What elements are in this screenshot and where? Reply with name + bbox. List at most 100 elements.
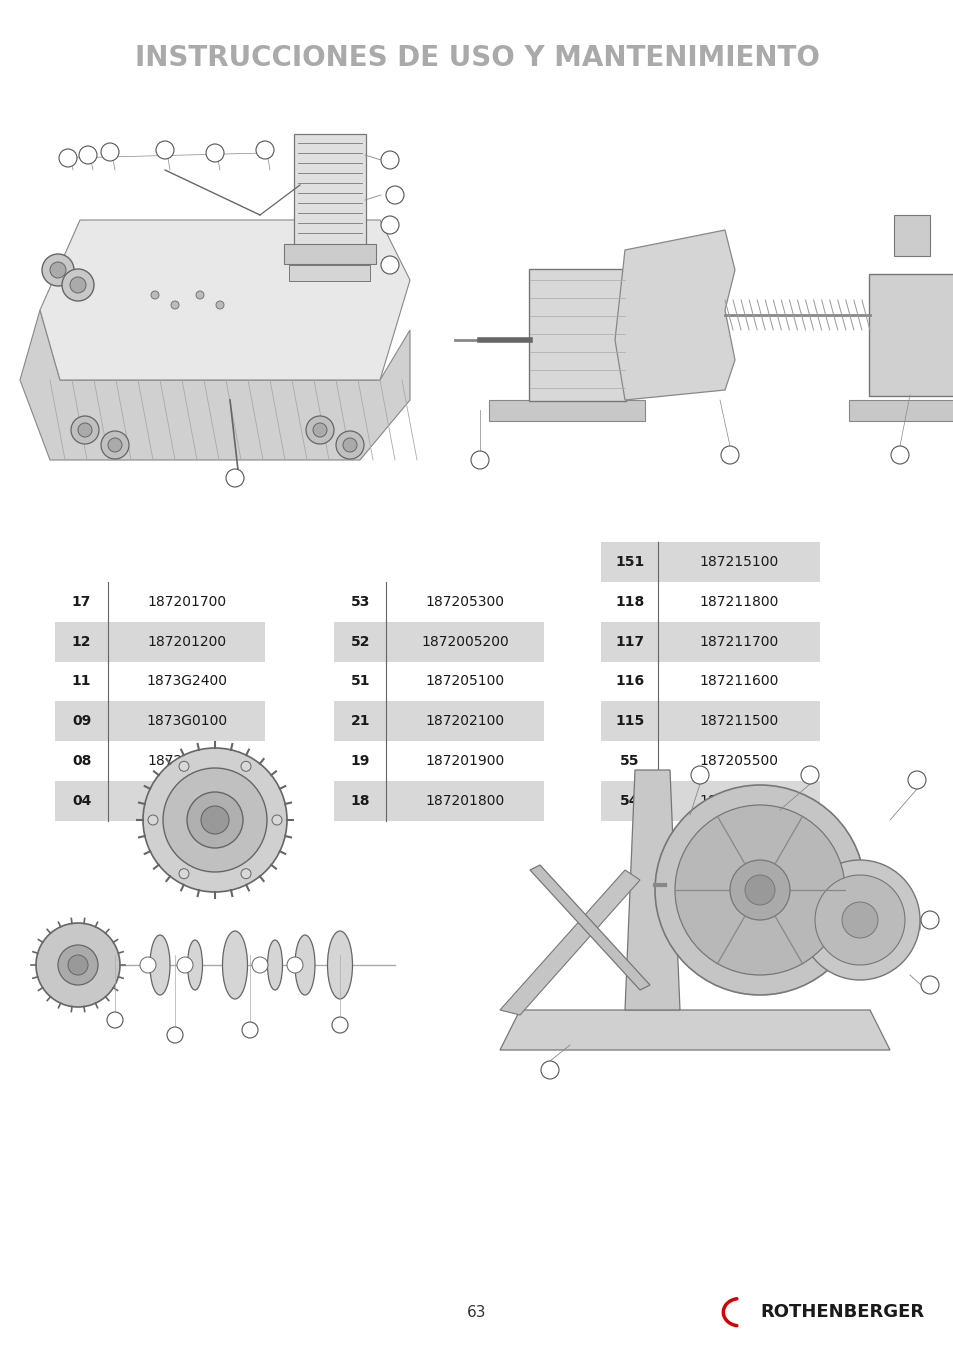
FancyBboxPatch shape — [294, 134, 366, 246]
Circle shape — [675, 805, 844, 975]
Circle shape — [151, 292, 159, 298]
Text: 51: 51 — [350, 675, 370, 688]
Circle shape — [171, 301, 179, 309]
Text: 55: 55 — [619, 755, 639, 768]
Circle shape — [241, 761, 251, 771]
Circle shape — [58, 945, 98, 985]
Text: 1873G0100: 1873G0100 — [146, 714, 227, 728]
Circle shape — [201, 806, 229, 834]
Circle shape — [167, 1027, 183, 1044]
Circle shape — [332, 1017, 348, 1033]
Text: 187211500: 187211500 — [699, 714, 779, 728]
Circle shape — [242, 1022, 257, 1038]
Text: 1872005200: 1872005200 — [421, 634, 508, 648]
Ellipse shape — [267, 940, 282, 990]
Ellipse shape — [188, 940, 202, 990]
Circle shape — [380, 216, 398, 234]
Text: 187202100: 187202100 — [425, 714, 504, 728]
Circle shape — [841, 902, 877, 938]
Circle shape — [59, 148, 77, 167]
Circle shape — [206, 144, 224, 162]
Text: 187201900: 187201900 — [425, 755, 504, 768]
Ellipse shape — [294, 936, 314, 995]
Text: 118: 118 — [615, 595, 643, 609]
Bar — [600, 582, 820, 621]
Bar — [334, 702, 543, 741]
Bar — [334, 621, 543, 662]
Text: 1873G2400: 1873G2400 — [146, 675, 227, 688]
Circle shape — [215, 301, 224, 309]
Circle shape — [226, 468, 244, 487]
Circle shape — [655, 784, 864, 995]
Circle shape — [156, 140, 173, 159]
Circle shape — [71, 416, 99, 444]
Circle shape — [335, 431, 364, 459]
Ellipse shape — [327, 931, 352, 999]
Polygon shape — [499, 1010, 889, 1050]
Circle shape — [36, 923, 120, 1007]
Text: 115: 115 — [615, 714, 643, 728]
Polygon shape — [615, 230, 734, 400]
Circle shape — [306, 416, 334, 444]
Text: 187200800: 187200800 — [147, 755, 226, 768]
Text: 19: 19 — [350, 755, 370, 768]
Circle shape — [386, 186, 403, 204]
Text: 151: 151 — [615, 555, 643, 568]
Circle shape — [143, 748, 287, 892]
Circle shape — [101, 143, 119, 161]
Circle shape — [380, 256, 398, 274]
Bar — [600, 621, 820, 662]
Text: 187211600: 187211600 — [699, 675, 779, 688]
Bar — [55, 662, 265, 702]
Text: 18: 18 — [350, 794, 370, 807]
Circle shape — [907, 771, 925, 788]
Text: 53: 53 — [350, 595, 370, 609]
Circle shape — [179, 761, 189, 771]
Circle shape — [252, 957, 268, 973]
Circle shape — [187, 792, 243, 848]
Text: 54: 54 — [619, 794, 639, 807]
Text: 21: 21 — [350, 714, 370, 728]
Bar — [600, 741, 820, 780]
Text: 04: 04 — [71, 794, 91, 807]
Circle shape — [720, 446, 739, 464]
FancyBboxPatch shape — [848, 400, 953, 420]
Polygon shape — [624, 769, 679, 1010]
Circle shape — [343, 437, 356, 452]
Circle shape — [801, 765, 818, 784]
Bar — [334, 780, 543, 821]
FancyBboxPatch shape — [289, 265, 370, 281]
Text: 187205500: 187205500 — [700, 755, 778, 768]
Text: 187200400: 187200400 — [147, 794, 226, 807]
FancyBboxPatch shape — [894, 215, 929, 255]
Text: 187205100: 187205100 — [425, 675, 504, 688]
Text: 187201200: 187201200 — [147, 634, 226, 648]
Ellipse shape — [222, 931, 247, 999]
Text: ROTHENBERGER: ROTHENBERGER — [760, 1303, 923, 1322]
Text: 187201700: 187201700 — [147, 595, 226, 609]
Bar — [334, 662, 543, 702]
Circle shape — [101, 431, 129, 459]
FancyBboxPatch shape — [529, 269, 625, 401]
Circle shape — [108, 437, 122, 452]
Circle shape — [287, 957, 303, 973]
Circle shape — [920, 976, 938, 994]
Circle shape — [140, 957, 156, 973]
Text: 11: 11 — [71, 675, 91, 688]
Text: 187211700: 187211700 — [699, 634, 779, 648]
Text: 187205300: 187205300 — [425, 595, 504, 609]
Circle shape — [272, 815, 282, 825]
Circle shape — [79, 146, 97, 163]
Circle shape — [195, 292, 204, 298]
Circle shape — [78, 423, 91, 437]
Text: 187201800: 187201800 — [425, 794, 504, 807]
Circle shape — [179, 868, 189, 879]
Circle shape — [814, 875, 904, 965]
Bar — [334, 582, 543, 621]
Text: 63: 63 — [467, 1304, 486, 1320]
Circle shape — [107, 1012, 123, 1027]
Text: 117: 117 — [615, 634, 643, 648]
Bar — [600, 541, 820, 582]
Bar — [55, 621, 265, 662]
Polygon shape — [20, 310, 410, 460]
